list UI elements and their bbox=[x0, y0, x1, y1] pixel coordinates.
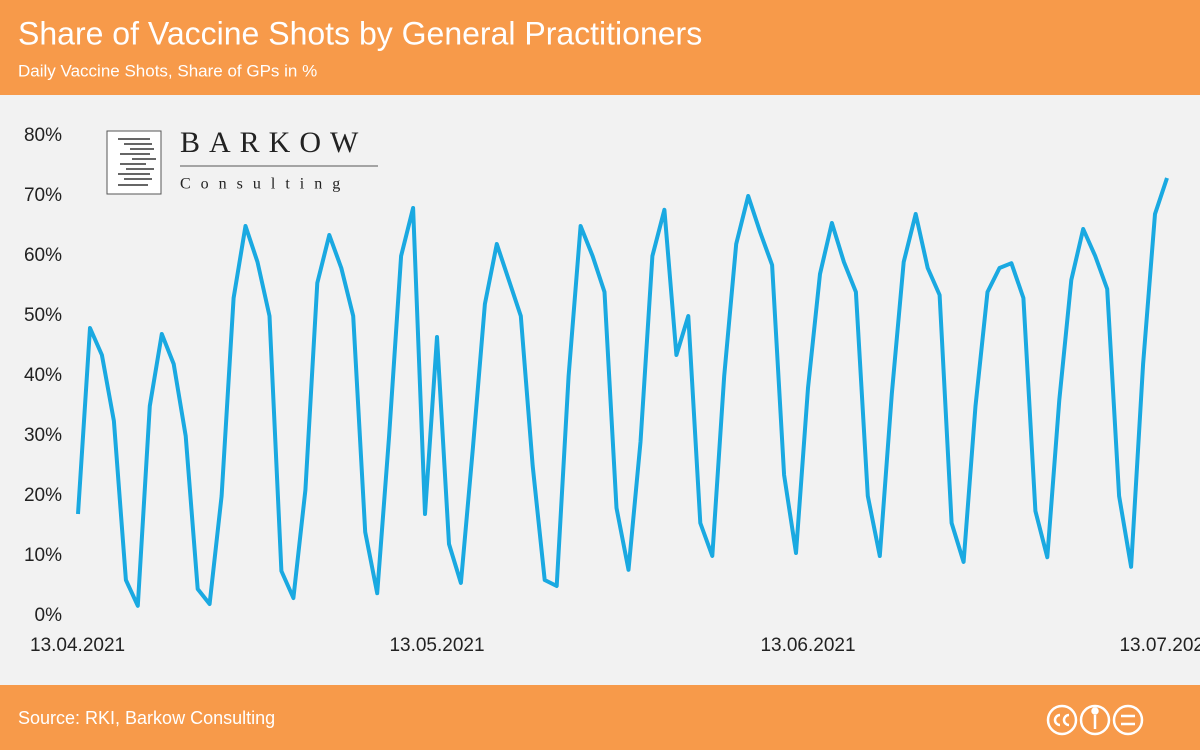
logo-box bbox=[106, 130, 162, 195]
source-note: Source: RKI, Barkow Consulting bbox=[18, 708, 275, 728]
x-tick-label: 13.07.2021 bbox=[1119, 635, 1200, 656]
y-tick-label: 40% bbox=[24, 365, 62, 386]
y-tick-label: 30% bbox=[24, 425, 62, 446]
header-band bbox=[0, 0, 1200, 95]
logo: BARKOW Consulting bbox=[106, 126, 378, 195]
y-tick-label: 80% bbox=[24, 125, 62, 146]
chart-title: Share of Vaccine Shots by General Practi… bbox=[18, 15, 702, 51]
x-tick-label: 13.05.2021 bbox=[389, 635, 484, 656]
logo-tagline: Consulting bbox=[180, 176, 350, 193]
y-tick-label: 0% bbox=[35, 605, 63, 626]
y-tick-label: 50% bbox=[24, 305, 62, 326]
x-tick-label: 13.06.2021 bbox=[760, 635, 855, 656]
plot-background bbox=[0, 95, 1200, 685]
x-tick-label: 13.04.2021 bbox=[30, 635, 125, 656]
logo-mark bbox=[118, 138, 156, 186]
y-tick-label: 20% bbox=[24, 485, 62, 506]
y-tick-label: 10% bbox=[24, 545, 62, 566]
logo-name: BARKOW bbox=[180, 126, 367, 159]
data-line bbox=[76, 177, 1169, 608]
license-icons bbox=[1046, 704, 1144, 736]
y-tick-label: 70% bbox=[24, 185, 62, 206]
chart-subtitle: Daily Vaccine Shots, Share of GPs in % bbox=[18, 61, 317, 80]
footer-band bbox=[0, 685, 1200, 750]
y-tick-label: 60% bbox=[24, 245, 62, 266]
